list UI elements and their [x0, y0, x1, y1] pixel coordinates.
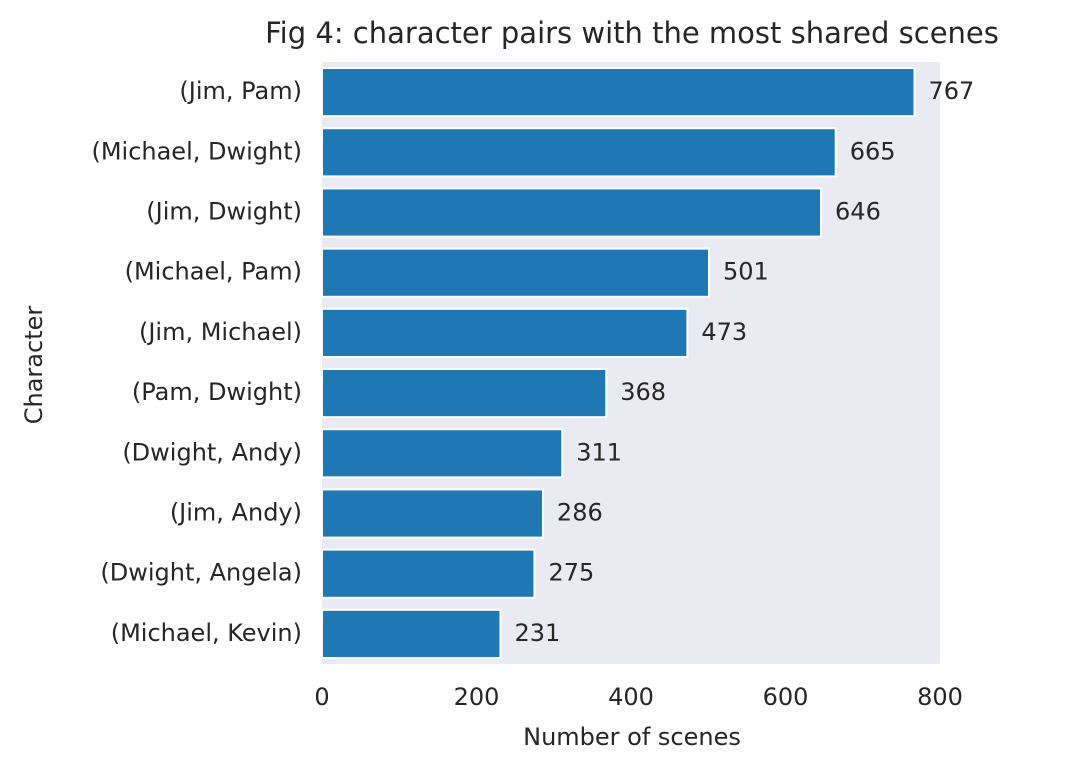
bar — [321, 428, 564, 479]
x-axis-label: Number of scenes — [523, 723, 741, 751]
y-axis-label: Character — [20, 306, 48, 425]
value-label: 767 — [929, 77, 975, 105]
value-label: 231 — [514, 619, 560, 647]
bar — [321, 127, 837, 178]
y-tick-label: (Dwight, Angela) — [100, 559, 302, 587]
bar — [321, 488, 544, 539]
x-tick-label: 200 — [454, 683, 500, 711]
value-label: 665 — [850, 137, 896, 165]
bar — [321, 368, 608, 419]
value-label: 368 — [620, 378, 666, 406]
bar — [321, 247, 711, 298]
y-tick-label: (Jim, Dwight) — [146, 198, 302, 226]
y-tick-label: (Jim, Andy) — [170, 499, 302, 527]
bar — [321, 307, 689, 358]
x-tick-label: 600 — [763, 683, 809, 711]
value-label: 501 — [723, 258, 769, 286]
value-label: 275 — [548, 559, 594, 587]
bar — [321, 548, 536, 599]
bar — [321, 67, 916, 118]
y-tick-label: (Michael, Pam) — [125, 258, 302, 286]
x-tick-label: 800 — [917, 683, 963, 711]
bar — [321, 608, 502, 659]
value-label: 311 — [576, 438, 622, 466]
y-tick-label: (Dwight, Andy) — [122, 438, 302, 466]
bar — [321, 187, 823, 238]
y-tick-label: (Jim, Pam) — [179, 77, 302, 105]
y-tick-label: (Michael, Kevin) — [111, 619, 302, 647]
y-tick-label: (Michael, Dwight) — [91, 137, 302, 165]
value-label: 646 — [835, 198, 881, 226]
x-tick-label: 400 — [608, 683, 654, 711]
value-label: 473 — [701, 318, 747, 346]
y-tick-label: (Pam, Dwight) — [132, 378, 302, 406]
value-label: 286 — [557, 499, 603, 527]
chart-title: Fig 4: character pairs with the most sha… — [265, 16, 999, 50]
y-tick-label: (Jim, Michael) — [139, 318, 302, 346]
x-tick-label: 0 — [314, 683, 329, 711]
